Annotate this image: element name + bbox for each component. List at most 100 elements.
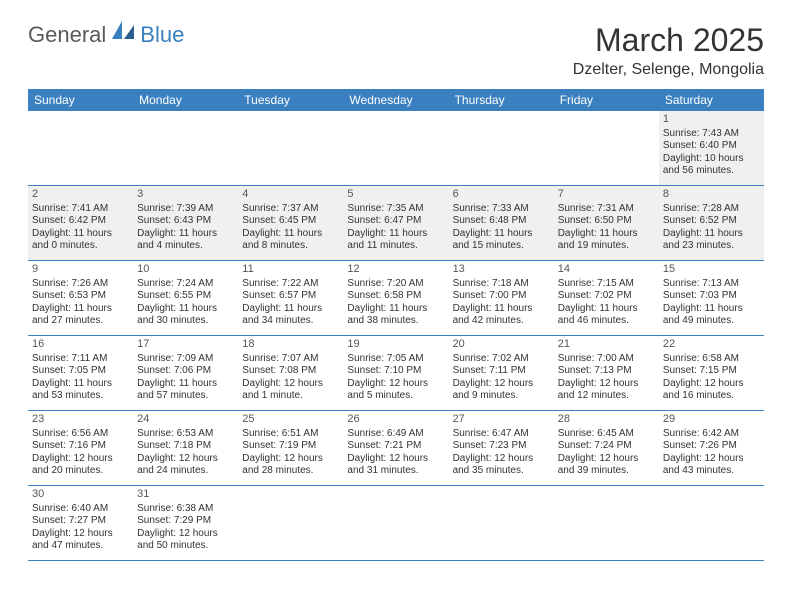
calendar-header-row: SundayMondayTuesdayWednesdayThursdayFrid… <box>28 89 764 111</box>
calendar-day-cell: 5Sunrise: 7:35 AMSunset: 6:47 PMDaylight… <box>343 186 448 260</box>
day-number: 21 <box>558 338 655 352</box>
calendar-day-cell: 21Sunrise: 7:00 AMSunset: 7:13 PMDayligh… <box>554 336 659 410</box>
day-daylight2: and 43 minutes. <box>663 465 760 478</box>
day-daylight2: and 16 minutes. <box>663 390 760 403</box>
day-number: 2 <box>32 188 129 202</box>
day-sunrise: Sunrise: 7:20 AM <box>347 278 444 291</box>
calendar-week-row: 2Sunrise: 7:41 AMSunset: 6:42 PM Daylight… <box>28 186 764 261</box>
day-number: 25 <box>242 413 339 427</box>
day-sunrise: Sunrise: 7:22 AM <box>242 278 339 291</box>
day-daylight1: Daylight: 11 hours <box>32 303 129 316</box>
day-daylight1: Daylight: 12 hours <box>32 453 129 466</box>
calendar-day-cell: 2Sunrise: 7:41 AMSunset: 6:42 PMDaylight… <box>28 186 133 260</box>
day-number: 26 <box>347 413 444 427</box>
day-sunset: Sunset: 6:43 PM <box>137 215 234 228</box>
day-daylight2: and 42 minutes. <box>453 315 550 328</box>
day-daylight2: and 53 minutes. <box>32 390 129 403</box>
day-daylight2: and 19 minutes. <box>558 240 655 253</box>
day-sunrise: Sunrise: 7:15 AM <box>558 278 655 291</box>
weekday-header: Friday <box>554 89 659 111</box>
day-sunset: Sunset: 7:06 PM <box>137 365 234 378</box>
day-number: 3 <box>137 188 234 202</box>
day-number: 8 <box>663 188 760 202</box>
calendar-day-cell: 26Sunrise: 6:49 AMSunset: 7:21 PMDayligh… <box>343 411 448 485</box>
calendar-cell-empty <box>554 111 659 185</box>
day-number: 17 <box>137 338 234 352</box>
day-daylight1: Daylight: 11 hours <box>663 303 760 316</box>
day-sunrise: Sunrise: 7:41 AM <box>32 203 129 216</box>
day-sunset: Sunset: 7:15 PM <box>663 365 760 378</box>
day-daylight2: and 46 minutes. <box>558 315 655 328</box>
day-sunset: Sunset: 7:18 PM <box>137 440 234 453</box>
day-daylight1: Daylight: 11 hours <box>137 378 234 391</box>
day-daylight1: Daylight: 12 hours <box>137 528 234 541</box>
logo: General Blue <box>28 22 184 48</box>
day-daylight2: and 38 minutes. <box>347 315 444 328</box>
day-daylight2: and 12 minutes. <box>558 390 655 403</box>
day-daylight1: Daylight: 12 hours <box>137 453 234 466</box>
calendar-cell-empty <box>133 111 238 185</box>
calendar-cell-empty <box>28 111 133 185</box>
logo-sail-icon <box>110 19 138 46</box>
day-daylight1: Daylight: 11 hours <box>242 303 339 316</box>
calendar-cell-empty <box>449 486 554 560</box>
day-number: 22 <box>663 338 760 352</box>
calendar-cell-empty <box>343 486 448 560</box>
calendar-day-cell: 6Sunrise: 7:33 AMSunset: 6:48 PMDaylight… <box>449 186 554 260</box>
weekday-header: Monday <box>133 89 238 111</box>
day-number: 30 <box>32 488 129 502</box>
day-number: 13 <box>453 263 550 277</box>
day-number: 31 <box>137 488 234 502</box>
day-sunset: Sunset: 6:52 PM <box>663 215 760 228</box>
calendar-day-cell: 27Sunrise: 6:47 AMSunset: 7:23 PMDayligh… <box>449 411 554 485</box>
day-sunset: Sunset: 7:00 PM <box>453 290 550 303</box>
location-text: Dzelter, Selenge, Mongolia <box>573 61 764 79</box>
day-daylight1: Daylight: 12 hours <box>347 453 444 466</box>
calendar-day-cell: 3Sunrise: 7:39 AMSunset: 6:43 PMDaylight… <box>133 186 238 260</box>
day-number: 9 <box>32 263 129 277</box>
calendar-day-cell: 14Sunrise: 7:15 AMSunset: 7:02 PMDayligh… <box>554 261 659 335</box>
day-sunrise: Sunrise: 7:09 AM <box>137 353 234 366</box>
calendar-day-cell: 15Sunrise: 7:13 AMSunset: 7:03 PMDayligh… <box>659 261 764 335</box>
calendar-cell-empty <box>343 111 448 185</box>
weekday-header: Wednesday <box>343 89 448 111</box>
calendar-day-cell: 1Sunrise: 7:43 AMSunset: 6:40 PMDaylight… <box>659 111 764 185</box>
day-daylight2: and 0 minutes. <box>32 240 129 253</box>
day-daylight1: Daylight: 11 hours <box>663 228 760 241</box>
day-daylight2: and 31 minutes. <box>347 465 444 478</box>
day-sunset: Sunset: 7:16 PM <box>32 440 129 453</box>
calendar-day-cell: 23Sunrise: 6:56 AMSunset: 7:16 PMDayligh… <box>28 411 133 485</box>
calendar: SundayMondayTuesdayWednesdayThursdayFrid… <box>28 89 764 561</box>
day-daylight1: Daylight: 11 hours <box>347 228 444 241</box>
day-sunset: Sunset: 6:50 PM <box>558 215 655 228</box>
calendar-day-cell: 18Sunrise: 7:07 AMSunset: 7:08 PMDayligh… <box>238 336 343 410</box>
day-sunrise: Sunrise: 6:47 AM <box>453 428 550 441</box>
day-sunset: Sunset: 7:08 PM <box>242 365 339 378</box>
calendar-week-row: 9Sunrise: 7:26 AMSunset: 6:53 PMDaylight… <box>28 261 764 336</box>
logo-text-blue: Blue <box>140 22 184 48</box>
day-number: 5 <box>347 188 444 202</box>
day-daylight2: and 35 minutes. <box>453 465 550 478</box>
calendar-day-cell: 16Sunrise: 7:11 AMSunset: 7:05 PMDayligh… <box>28 336 133 410</box>
day-sunset: Sunset: 6:42 PM <box>32 215 129 228</box>
calendar-day-cell: 9Sunrise: 7:26 AMSunset: 6:53 PMDaylight… <box>28 261 133 335</box>
calendar-day-cell: 7Sunrise: 7:31 AMSunset: 6:50 PMDaylight… <box>554 186 659 260</box>
day-number: 4 <box>242 188 339 202</box>
day-number: 23 <box>32 413 129 427</box>
calendar-day-cell: 20Sunrise: 7:02 AMSunset: 7:11 PMDayligh… <box>449 336 554 410</box>
day-daylight1: Daylight: 12 hours <box>558 378 655 391</box>
day-sunrise: Sunrise: 7:18 AM <box>453 278 550 291</box>
day-number: 16 <box>32 338 129 352</box>
day-sunrise: Sunrise: 7:31 AM <box>558 203 655 216</box>
day-sunrise: Sunrise: 7:11 AM <box>32 353 129 366</box>
day-number: 14 <box>558 263 655 277</box>
day-sunrise: Sunrise: 7:33 AM <box>453 203 550 216</box>
day-sunrise: Sunrise: 6:58 AM <box>663 353 760 366</box>
day-daylight1: Daylight: 10 hours <box>663 153 760 166</box>
calendar-day-cell: 4Sunrise: 7:37 AMSunset: 6:45 PMDaylight… <box>238 186 343 260</box>
day-daylight2: and 34 minutes. <box>242 315 339 328</box>
day-daylight2: and 5 minutes. <box>347 390 444 403</box>
day-sunrise: Sunrise: 6:53 AM <box>137 428 234 441</box>
day-sunrise: Sunrise: 6:49 AM <box>347 428 444 441</box>
day-sunrise: Sunrise: 7:05 AM <box>347 353 444 366</box>
